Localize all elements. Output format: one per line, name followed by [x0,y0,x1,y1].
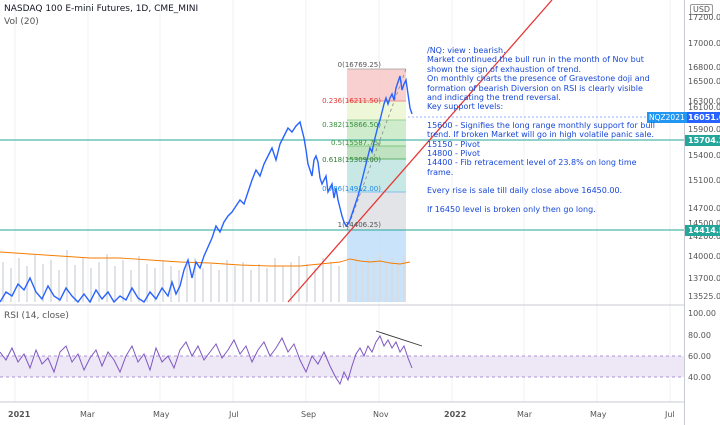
fib-connector [346,68,407,231]
price-axis-label: 15100.00 [688,176,720,185]
note-line: On monthly charts the presence of Graves… [427,74,650,103]
volume-bars [2,250,405,302]
volume-ma-line [0,251,411,267]
rsi-band [0,356,684,377]
fib-level-label: 0.236(16211.50) [322,97,381,105]
price-axis-label: 13700.00 [688,274,720,283]
price-axis-label: 17000.00 [688,39,720,48]
price-axis-label: 14700.00 [688,204,720,213]
rsi-indicator-label[interactable]: RSI (14, close) [4,311,69,321]
rsi-axis-label: 40.00 [688,373,711,382]
price-axis-label: 15400.00 [688,151,720,160]
price-axis-label: 16500.00 [688,77,720,86]
price-axis-label: 16300.00 [688,97,720,106]
analysis-note[interactable]: /NQ: view : bearish. Market continued th… [427,46,657,214]
price-line [0,75,413,304]
symbol-tag: NQZ2021 [647,112,687,123]
note-line: If 16450 level is broken only then go lo… [427,204,596,214]
time-axis-label: May [153,410,170,419]
note-line: /NQ: view : bearish. [427,46,506,55]
note-line: Market continued the bull run in the mon… [427,55,644,74]
note-line: 15150 - Pivot [427,139,481,149]
trendline [287,0,553,303]
currency-badge[interactable]: USD [690,4,714,15]
price-axis-label: 13525.00 [688,292,720,301]
fib-level-label: 0.618(15309.00) [322,156,381,164]
time-axis-label: May [590,410,607,419]
fib-level-label: 1(14406.25) [337,221,381,229]
price-axis-label: 16100.00 [688,103,720,112]
fib-zone-4 [347,159,406,192]
note-line: Key support levels: [427,102,504,112]
time-axis-label: Nov [373,410,389,419]
fib-level-label: 0.786(14912.00) [322,185,381,193]
rsi-line [0,334,413,386]
time-axis-label: Mar [80,410,96,419]
price-axis-label: 14500.00 [688,219,720,228]
time-axis-label: Jul [665,410,675,419]
fib-zone-1 [347,101,406,120]
fib-level-label: 0(16769.25) [337,61,381,69]
rsi-divergence-line [375,330,423,347]
note-line: 15600 - Signifies the long range monthly… [427,120,655,140]
fib-zone-3 [347,146,406,159]
time-axis-label: Jul [229,410,239,419]
fib-level-label: 0.382(15866.50) [322,121,381,129]
support-tag-15704: 15704.25 [685,135,720,146]
price-axis-label: 14000.00 [688,252,720,261]
chart-canvas[interactable] [0,0,684,425]
time-axis-label: Mar [517,410,533,419]
price-axis-label: 15900.00 [688,125,720,134]
current-price-tag: 16051.00 [685,112,720,123]
rsi-axis-label: 100.00 [688,309,716,318]
note-line: Every rise is sale till daily close abov… [427,186,623,196]
fib-level-label: 0.5(15587.75) [331,139,381,147]
volume-indicator-label[interactable]: Vol (20) [4,17,39,27]
fib-zone-0 [347,69,406,101]
time-axis-label: 2022 [444,410,467,419]
symbol-title[interactable]: NASDAQ 100 E-mini Futures, 1D, CME_MINI [4,4,199,14]
rsi-axis-label: 60.00 [688,352,711,361]
time-axis-label: Sep [301,410,317,419]
price-axis-border [684,0,685,425]
support-tag-14414: 14414.50 [685,225,720,236]
price-axis-label: 14200.00 [688,232,720,241]
price-axis-label: 17200.00 [688,13,720,22]
time-axis-label: 2021 [8,410,31,419]
note-line: 14400 - Fib retracement level of 23.8% o… [427,158,637,177]
rsi-axis-label: 80.00 [688,331,711,340]
price-axis-label: 16800.00 [688,63,720,72]
note-line: 14800 - Pivot [427,149,481,159]
